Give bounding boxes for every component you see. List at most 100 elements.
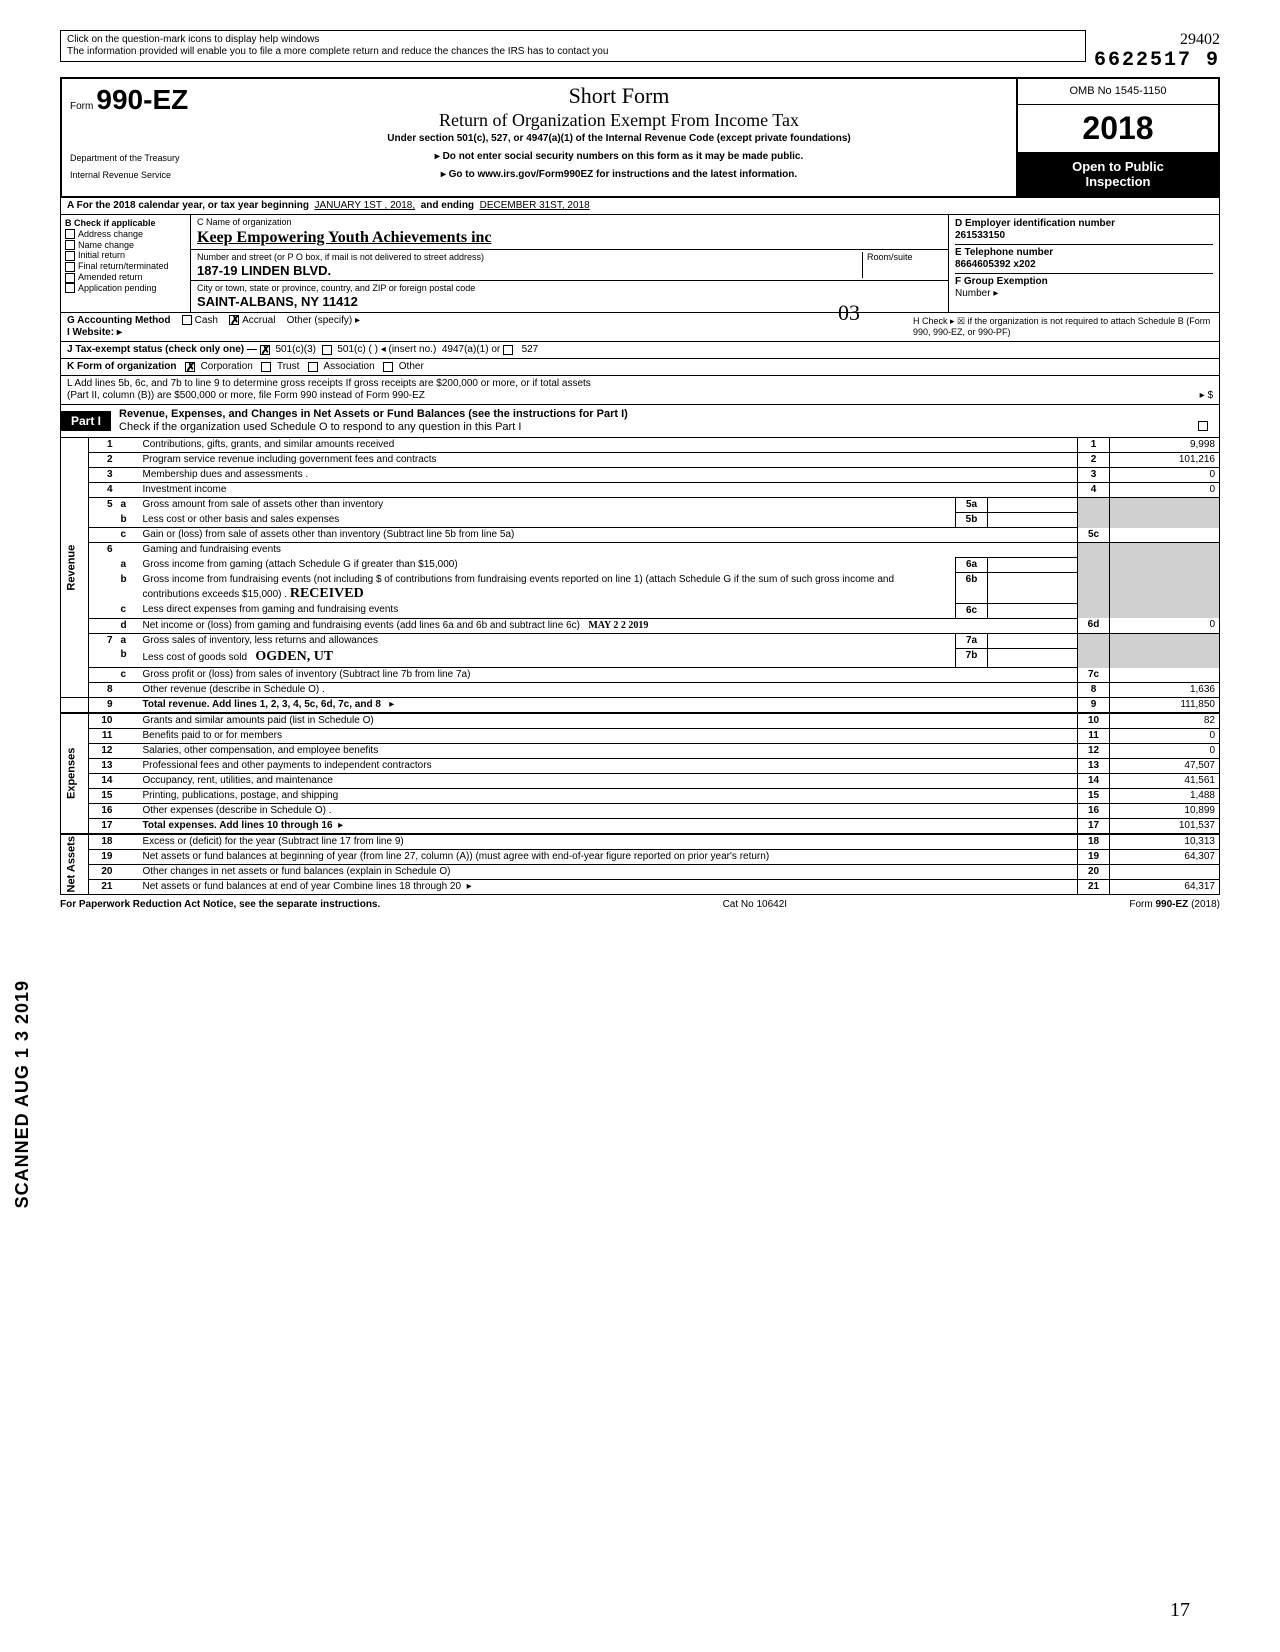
cb-address-change[interactable] [65, 229, 75, 239]
ln: c [117, 528, 139, 543]
line-a-text: A For the 2018 calendar year, or tax yea… [67, 200, 309, 212]
ln: 6 [89, 543, 117, 558]
ln-box: 6a [956, 558, 988, 573]
cb-trust[interactable] [261, 362, 271, 372]
ln: 8 [89, 683, 117, 698]
ln-box: 7a [956, 633, 988, 648]
ln: 11 [89, 729, 117, 744]
arrow-ssn: ▸ Do not enter social security numbers o… [230, 151, 1008, 163]
ln6d-desc: Net income or (loss) from gaming and fun… [139, 618, 1078, 633]
ln-desc: Excess or (deficit) for the year (Subtra… [139, 834, 1078, 850]
ln-box: 14 [1078, 774, 1110, 789]
phone: 8664605392 x202 [955, 259, 1213, 271]
ln-val: 0 [1110, 483, 1220, 498]
cb-label: Amended return [78, 272, 143, 282]
col-b: B Check if applicable Address change Nam… [61, 215, 191, 312]
ln-desc: Gross profit or (loss) from sales of inv… [139, 668, 1078, 683]
help-line2: The information provided will enable you… [67, 46, 1079, 58]
ln-box: 13 [1078, 759, 1110, 774]
ln6b-desc: Gross income from fundraising events (no… [139, 573, 956, 604]
ln-desc: Total expenses. Add lines 10 through 16 [143, 820, 333, 831]
ln-desc: Net assets or fund balances at end of ye… [143, 881, 462, 892]
ln-box: 11 [1078, 729, 1110, 744]
page-hand: 17 [1170, 1598, 1190, 1622]
ln-box: 6c [956, 603, 988, 618]
cb-name-change[interactable] [65, 240, 75, 250]
return-title: Return of Organization Exempt From Incom… [230, 110, 1008, 132]
cb-corp[interactable] [185, 362, 195, 372]
cb-accrual[interactable] [229, 315, 239, 325]
stamp-date: MAY 2 2 2019 [588, 620, 648, 631]
cb-501c[interactable] [322, 345, 332, 355]
ln-box: 16 [1078, 804, 1110, 819]
ln-val: 0 [1110, 618, 1220, 633]
ln-desc: Gain or (loss) from sale of assets other… [139, 528, 1078, 543]
k-assoc: Association [324, 361, 375, 373]
ln-desc: Investment income [139, 483, 1078, 498]
ln-val: 111,850 [1110, 698, 1220, 714]
cb-cash[interactable] [182, 315, 192, 325]
ln-val: 64,317 [1110, 880, 1220, 895]
lines-table: Revenue 1 Contributions, gifts, grants, … [60, 438, 1220, 895]
cb-501c3[interactable] [260, 345, 270, 355]
cb-initial[interactable] [65, 251, 75, 261]
cb-final[interactable] [65, 262, 75, 272]
cb-assoc[interactable] [308, 362, 318, 372]
ln-desc: Occupancy, rent, utilities, and maintena… [139, 774, 1078, 789]
j-527: 527 [522, 344, 539, 356]
ln: b [117, 573, 139, 604]
ln-desc: Gaming and fundraising events [139, 543, 1078, 558]
part1-check: Check if the organization used Schedule … [119, 421, 521, 433]
j-c: 501(c) ( ) ◂ (insert no.) [337, 344, 436, 356]
org-name: Keep Empowering Youth Achievements inc [197, 228, 942, 247]
room-suite: Room/suite [862, 252, 942, 278]
c-city-label: City or town, state or province, country… [197, 283, 942, 294]
ln: 9 [89, 698, 117, 714]
ln: d [117, 618, 139, 633]
stamp-received: RECEIVED [290, 586, 364, 601]
form-number: 990-EZ [96, 84, 188, 115]
ln: 19 [89, 850, 117, 865]
ln-box: 6b [956, 573, 988, 604]
ln-desc: Professional fees and other payments to … [139, 759, 1078, 774]
ln: 12 [89, 744, 117, 759]
cb-label: Application pending [78, 283, 157, 293]
ln: 13 [89, 759, 117, 774]
cb-4947[interactable] [503, 345, 513, 355]
ln-box: 15 [1078, 789, 1110, 804]
ln-box: 18 [1078, 834, 1110, 850]
j-label: J Tax-exempt status (check only one) — [67, 344, 257, 356]
open-public: Open to Public Inspection [1018, 153, 1218, 196]
ln-box: 2 [1078, 453, 1110, 468]
ln-val: 0 [1110, 468, 1220, 483]
omb-number: OMB No 1545-1150 [1018, 79, 1218, 105]
ln-val: 64,307 [1110, 850, 1220, 865]
ln-val: 82 [1110, 713, 1220, 729]
ln-box: 5b [956, 513, 988, 528]
part1-title-text: Revenue, Expenses, and Changes in Net As… [119, 408, 628, 420]
stamp-ogden: OGDEN, UT [255, 649, 333, 664]
row-j: J Tax-exempt status (check only one) — 5… [60, 342, 1220, 359]
ln-val: 1,488 [1110, 789, 1220, 804]
col-d: D Employer identification number 2615331… [949, 215, 1219, 312]
col-c: C Name of organization Keep Empowering Y… [191, 215, 949, 312]
ln-val: 1,636 [1110, 683, 1220, 698]
cb-label: Initial return [78, 250, 125, 260]
line-a-end: DECEMBER 31ST, 2018 [480, 200, 590, 212]
dept-treasury: Department of the Treasury [70, 147, 220, 164]
cb-label: Name change [78, 240, 134, 250]
line-a: A For the 2018 calendar year, or tax yea… [60, 198, 1220, 215]
l-arrow: ▸ $ [1200, 390, 1213, 402]
ln: 20 [89, 865, 117, 880]
cb-schedule-o[interactable] [1198, 421, 1208, 431]
part1-header: Part I Revenue, Expenses, and Changes in… [60, 405, 1220, 438]
cb-amended[interactable] [65, 273, 75, 283]
cb-other[interactable] [383, 362, 393, 372]
ln: 17 [89, 819, 117, 835]
ln: 21 [89, 880, 117, 895]
ln-desc: Less direct expenses from gaming and fun… [139, 603, 956, 618]
cb-pending[interactable] [65, 283, 75, 293]
line-a-begin: JANUARY 1ST , 2018, [315, 200, 416, 212]
footer-left: For Paperwork Reduction Act Notice, see … [60, 899, 380, 911]
ln-box: 5c [1078, 528, 1110, 543]
